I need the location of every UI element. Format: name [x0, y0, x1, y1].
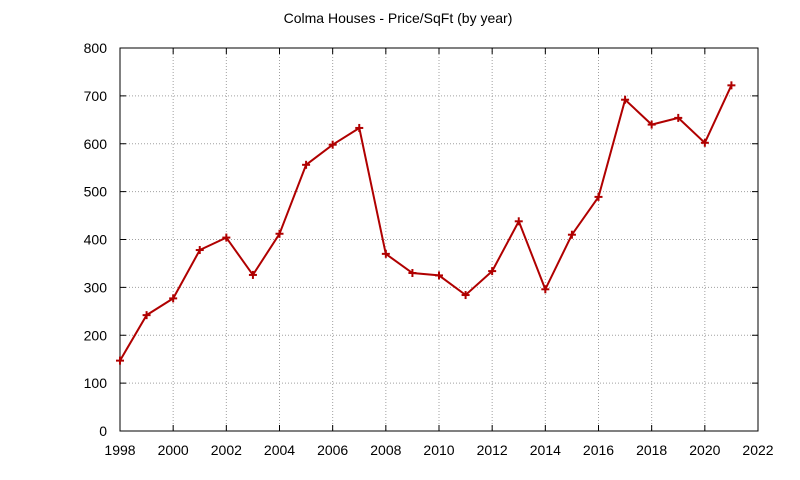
y-tick-label: 400 — [84, 232, 108, 248]
data-point — [355, 123, 364, 132]
data-point — [435, 271, 443, 280]
data-point — [727, 81, 736, 90]
x-tick-label: 2008 — [370, 442, 401, 458]
plot-frame — [119, 47, 759, 432]
x-tick-label: 2016 — [583, 442, 614, 458]
y-tick-label: 300 — [84, 279, 108, 295]
x-tick-label: 2012 — [477, 442, 508, 458]
y-tick-label: 700 — [84, 88, 108, 104]
data-point — [116, 356, 124, 365]
data-point — [408, 269, 417, 278]
x-tick-label: 1998 — [104, 442, 135, 458]
data-point — [647, 120, 656, 129]
data-point — [169, 294, 178, 303]
data-point — [594, 192, 603, 201]
x-tick-label: 2000 — [158, 442, 189, 458]
y-tick-label: 600 — [84, 136, 108, 152]
data-point — [541, 285, 550, 294]
data-point — [674, 113, 683, 122]
data-point — [621, 95, 630, 104]
data-point — [275, 229, 284, 238]
x-tick-label: 2004 — [264, 442, 295, 458]
x-tick-label: 2018 — [636, 442, 667, 458]
data-point — [142, 311, 151, 320]
y-tick-label: 100 — [84, 375, 108, 391]
series — [116, 81, 736, 365]
y-tick-label: 800 — [84, 40, 108, 56]
data-point — [328, 140, 337, 149]
y-tick-label: 500 — [84, 184, 108, 200]
x-tick-label: 2022 — [742, 442, 773, 458]
y-tick-label: 0 — [99, 423, 107, 439]
series-line — [119, 84, 733, 362]
x-tick-label: 2006 — [317, 442, 348, 458]
grid — [120, 48, 758, 431]
x-tick-label: 2002 — [211, 442, 242, 458]
data-point — [222, 233, 231, 242]
x-tick-label: 2014 — [530, 442, 561, 458]
y-tick-labels: 0 100 200 300 400 500 600 700 800 — [84, 40, 108, 439]
x-tick-label: 2020 — [689, 442, 720, 458]
data-point — [488, 267, 497, 276]
x-tick-labels: 1998 2000 2002 2004 2006 2008 2010 2012 2014 2016… — [104, 442, 773, 458]
y-tick-label: 200 — [84, 327, 108, 343]
chart-title: Colma Houses - Price/SqFt (by year) — [284, 10, 513, 26]
data-point — [248, 270, 257, 279]
data-point — [302, 160, 311, 169]
data-point — [461, 291, 470, 300]
data-point — [567, 230, 576, 239]
x-tick-label: 2010 — [423, 442, 454, 458]
data-point — [514, 217, 523, 226]
data-point — [195, 246, 204, 255]
data-point — [381, 249, 390, 258]
data-point — [700, 138, 709, 147]
